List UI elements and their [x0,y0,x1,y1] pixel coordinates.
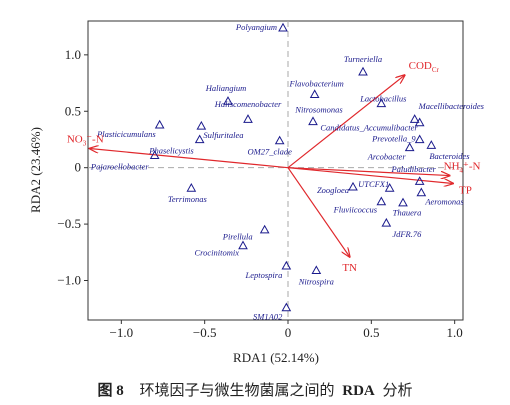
point-plasticicumulans [154,119,165,129]
point-zoogloea [348,181,358,191]
arrow-nh [287,167,450,176]
label-flavobacterium: Flavobacterium [289,78,344,88]
point-utcfx1 [384,182,395,192]
point-thauera [398,197,408,207]
point-prevotella-9 [414,134,425,144]
label-lactobacillus: Lactobacillus [359,93,407,103]
env-label-nh: NH4⁺-N [444,161,481,175]
point-lactobacillus [376,98,387,108]
point-om27-clade [274,135,285,145]
label-haliscomenobacter: Haliscomenobacter [214,99,282,109]
x-tick-label: 0 [285,325,292,340]
label-crocinitomix: Crocinitomix [194,248,239,258]
caption-figure-number: 图 8 [97,382,123,399]
label-utcfx1: UTCFX1 [358,179,389,189]
environmental-factor-labels: CODCr NO3⁻-N NH4⁺-N TP TN [67,60,481,274]
label-polyangium: Polyangium [235,22,277,32]
environmental-factor-arrows [90,75,453,257]
arrow-tn [287,167,350,257]
x-tick-label: 1.0 [447,325,463,340]
label-om27-clade: OM27_clade [247,147,292,157]
label-sm1a02: SM1A02 [253,312,283,322]
point-pajaroellobacter [149,150,160,159]
x-axis-ticks: −1.0 −0.5 0 0.5 1.0 [110,320,463,340]
point-paludibacter [414,176,425,185]
label-turneriella: Turneriella [344,54,382,64]
label-paludibacter: Paludibacter [390,164,436,174]
point-pirellula [259,224,270,234]
species-points [149,22,437,312]
point-nitrosomonas [308,116,318,126]
label-phaselicystis: Phaselicystis [148,145,194,155]
label-zoogloea: Zoogloea [317,185,349,195]
label-pirellula: Pirellula [222,232,253,242]
point-turneriella [358,66,368,76]
point-macellibacteroides [409,114,420,123]
point-haliscomenobacter [243,114,253,123]
caption-text-after: 分析 [383,382,413,399]
x-tick-label: −0.5 [193,325,217,340]
figure-caption: 图 8 环境因子与微生物菌属之间的 RDA 分析 [97,381,412,399]
label-haliangium: Haliangium [205,83,247,93]
label-arcobacter: Arcobacter [367,151,407,161]
label-fluviicoccus: Fluviicoccus [333,205,378,215]
point-jdfr-76 [381,217,392,227]
arrow-no [90,148,289,169]
label-macellibacteroides: Macellibacteroides [418,101,485,111]
point-phaselicystis [194,134,205,144]
y-tick-label: −0.5 [57,216,81,231]
point-sm1a02 [281,302,292,312]
label-prevotella-9: Prevotella_9 [371,133,416,143]
point-sulfuritalea [196,120,207,130]
point-crocinitomix [238,240,248,250]
x-tick-label: 0.5 [363,325,379,340]
label-plasticicumulans: Plasticicumulans [96,129,156,139]
point-arcobacter [404,142,415,152]
point-flavobacterium [309,89,320,99]
label-nitrosomonas: Nitrosomonas [294,104,343,114]
plot-frame [87,20,464,321]
y-tick-label: 0.5 [65,103,81,118]
caption-text-before: 环境因子与微生物菌属之间的 [139,381,334,399]
point-polyangium [278,22,288,32]
label-jdfr-76: JdFR.76 [392,229,422,239]
point-aeromonas [416,187,427,197]
y-tick-label: −1.0 [57,273,81,288]
label-leptospira: Leptospira [244,270,282,280]
label-aeromonas: Aeromonas [424,197,464,207]
label-terrimonas: Terrimonas [168,194,208,204]
point-terrimonas [186,182,197,192]
env-label-tp: TP [459,184,472,196]
arrow-tp [287,167,453,184]
y-tick-label: 1.0 [65,47,81,62]
point-nitrospira [311,265,322,275]
env-label-tn: TN [342,262,357,274]
arrow-cod [287,75,405,169]
env-label-cod: CODCr [409,60,440,74]
label-bacteroides: Bacteroides [429,151,470,161]
label-pajaroellobacter: Pajaroellobacter [90,161,149,171]
point-bacteroides [426,140,437,149]
label-sulfuritalea: Sulfuritalea [203,130,243,140]
reference-lines [88,21,463,320]
y-tick-label: 0 [75,160,82,175]
label-thauera: Thauera [393,208,422,218]
point-fluviicoccus [376,196,387,206]
x-axis-label: RDA1 (52.14%) [233,350,319,365]
label-candidatus-accumulibacter: Candidatus_Accumulibacter [320,123,418,133]
point-leptospira [281,260,292,270]
label-nitrospira: Nitrospira [298,276,334,286]
env-label-no: NO3⁻-N [67,133,104,147]
y-axis-label: RDA2 (23.46%) [28,127,43,213]
x-tick-label: −1.0 [110,325,134,340]
point-candidatus-accumulibacter [414,117,425,127]
species-labels: Polyangium Turneriella Flavobacterium Halia… [90,22,485,322]
y-axis-ticks: −1.0 −0.5 0 0.5 1.0 [57,47,88,288]
point-haliangium [223,96,233,105]
caption-text-bold: RDA [342,383,375,399]
